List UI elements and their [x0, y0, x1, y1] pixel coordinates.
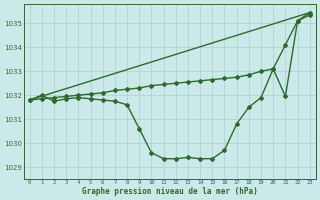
X-axis label: Graphe pression niveau de la mer (hPa): Graphe pression niveau de la mer (hPa)	[82, 187, 258, 196]
